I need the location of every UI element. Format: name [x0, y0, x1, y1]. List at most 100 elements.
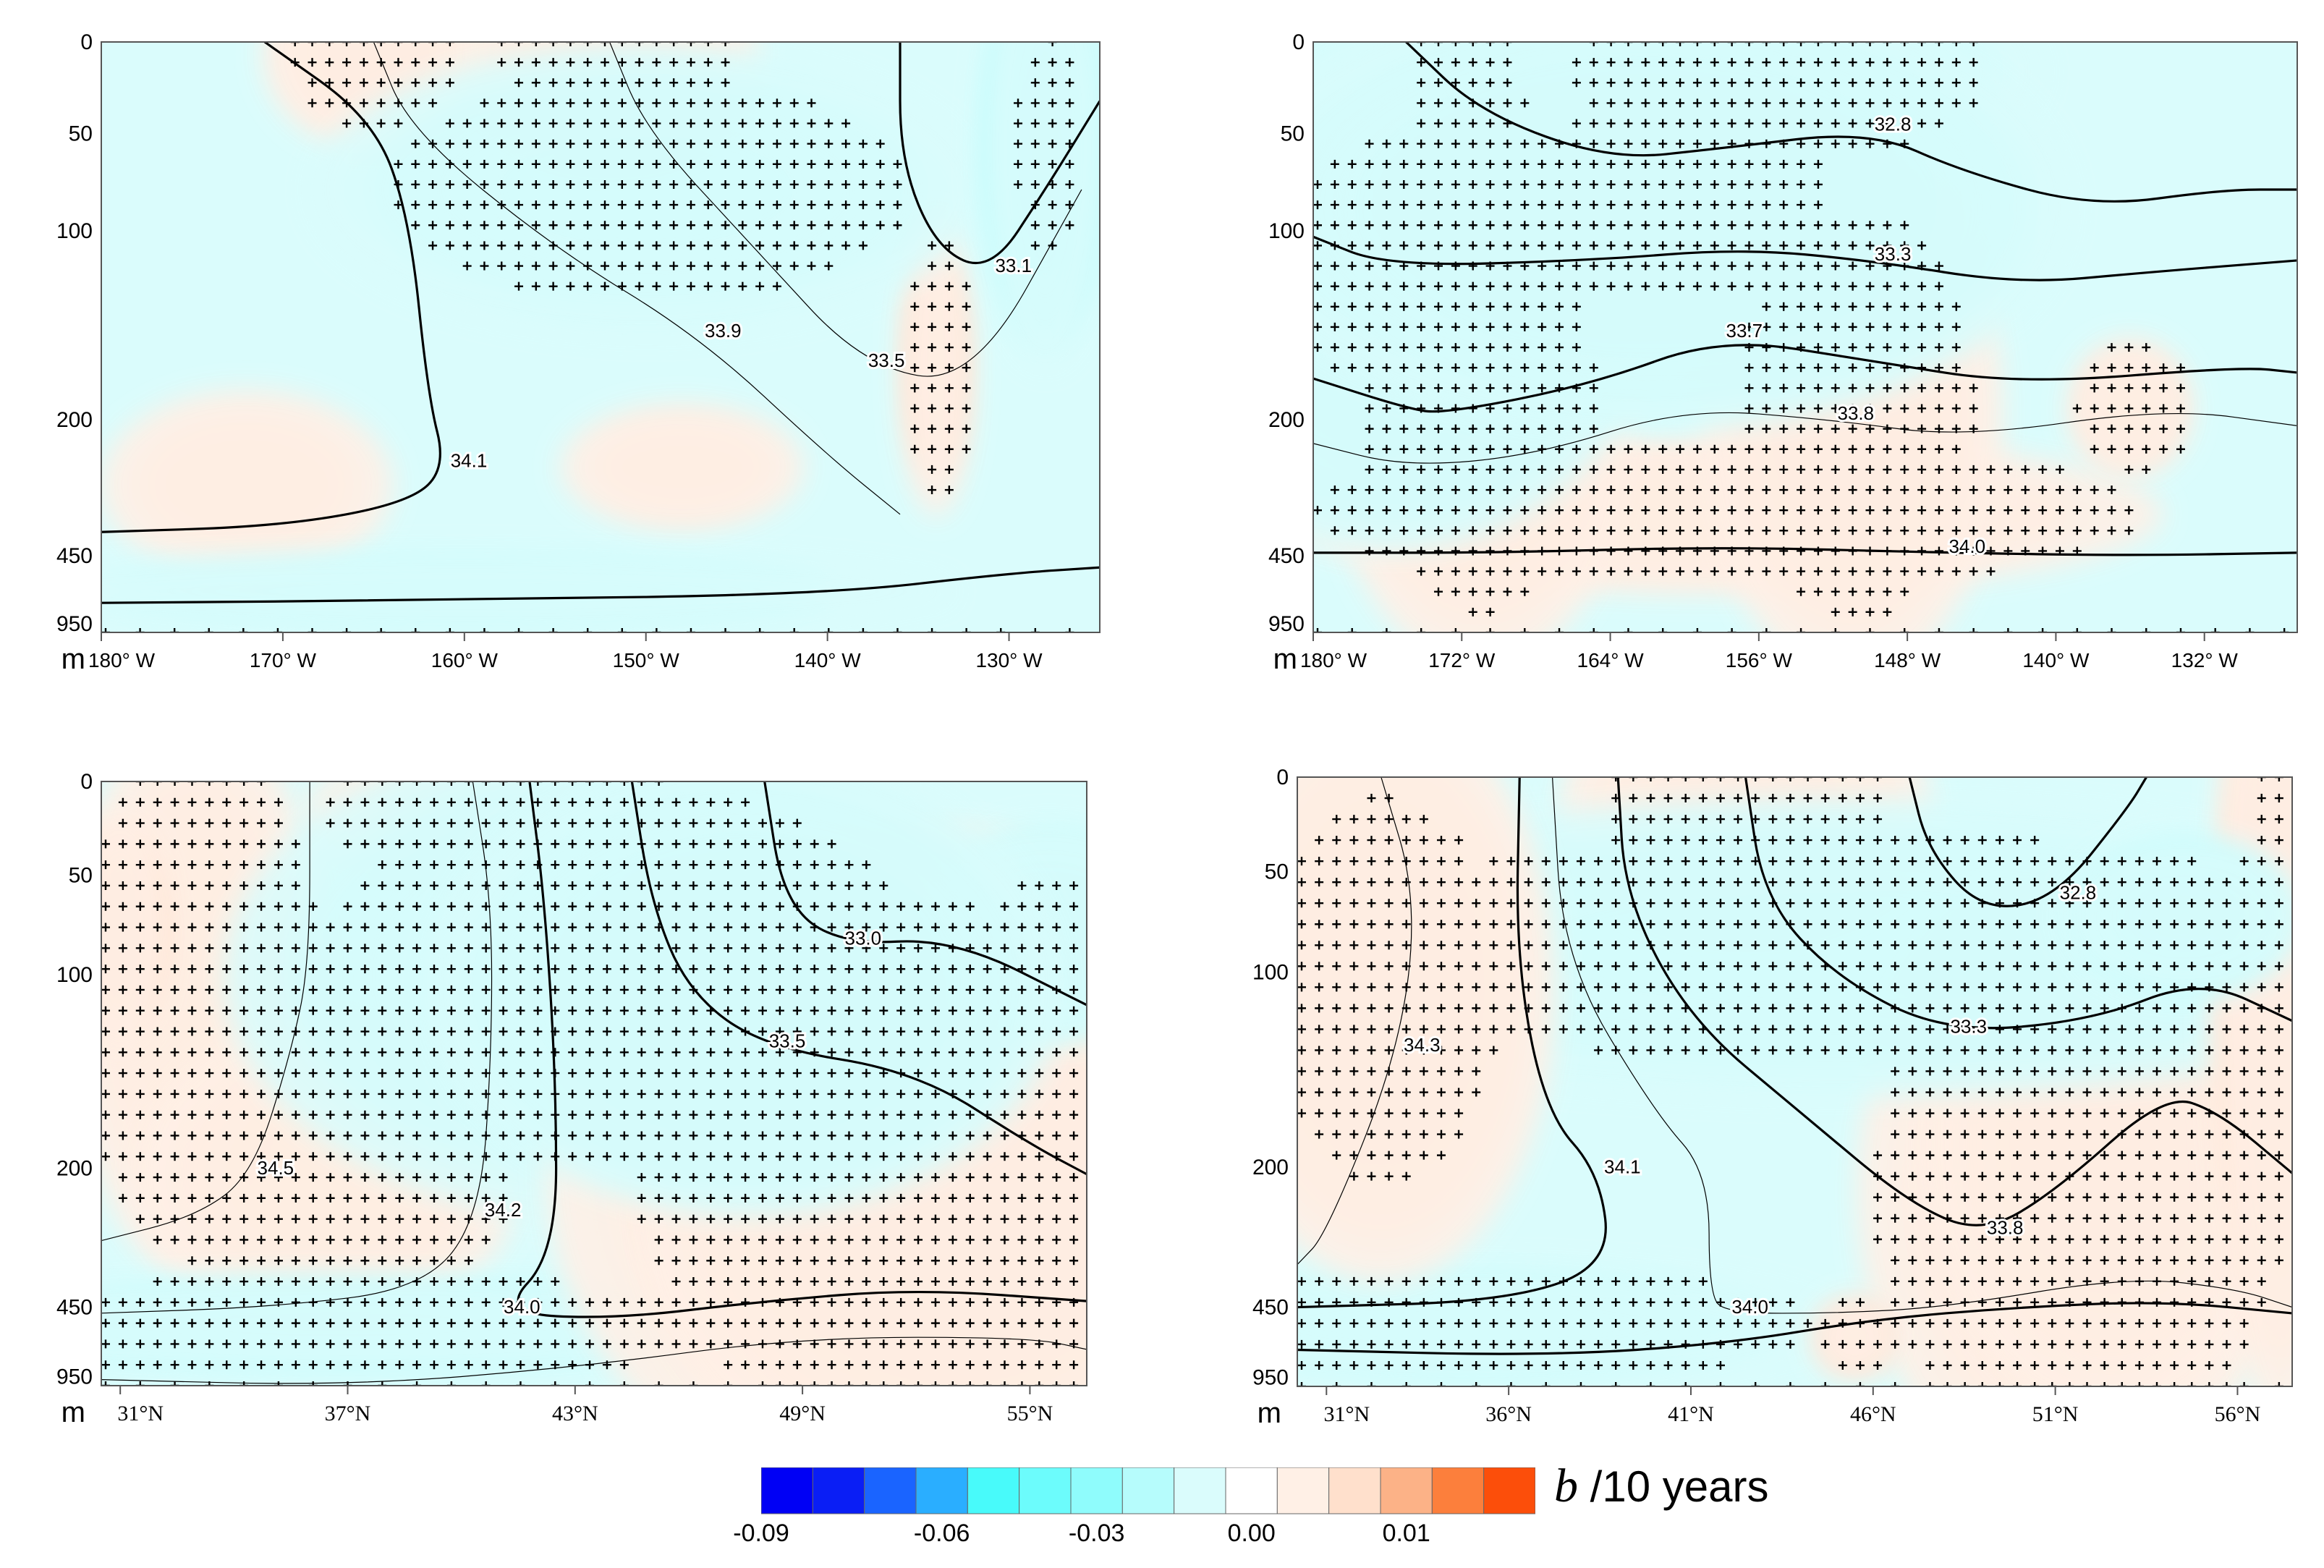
isohaline-contour [1297, 777, 1412, 1266]
isohaline-contour [101, 566, 1100, 604]
contour-label: 33.5 [769, 1030, 806, 1051]
colorbar [761, 1467, 1535, 1514]
isohaline-contour [1551, 777, 2292, 1314]
y-tick-label: 100 [56, 963, 93, 987]
x-tick-label: 140° W [2022, 649, 2090, 671]
y-tick-label: 950 [1252, 1365, 1289, 1389]
x-tick-label: 56°N [2215, 1402, 2261, 1426]
x-tick-label: 130° W [975, 649, 1043, 671]
y-tick-label: 950 [56, 1365, 93, 1389]
contour-label: 34.0 [1948, 535, 1985, 557]
depth-unit-label: m [62, 643, 85, 675]
unit-symbol: b [1554, 1459, 1578, 1512]
isohaline-contour [101, 1336, 1087, 1384]
y-tick-label: 200 [1252, 1156, 1289, 1179]
isohaline-contour [1297, 777, 1607, 1309]
x-tick-label: 41°N [1668, 1402, 1714, 1426]
colorbar-bin [812, 1467, 865, 1514]
x-tick-label: 160° W [431, 649, 499, 671]
warm-anomaly-region [101, 389, 394, 581]
warm-anomaly-region [559, 403, 805, 531]
x-tick-label: 132° W [2171, 649, 2239, 671]
cold-anomaly-region [2062, 833, 2292, 1001]
isohaline-contour [1405, 42, 2297, 203]
x-tick-label: 55°N [1007, 1402, 1053, 1425]
isohaline-contour [101, 781, 310, 1242]
isohaline-contour [1313, 235, 2297, 281]
contour-label: 32.8 [2060, 881, 2097, 903]
y-tick-label: 100 [1268, 219, 1305, 243]
colorbar-bin [967, 1467, 1020, 1514]
colorbar-bin [1070, 1467, 1123, 1514]
x-tick-label: 172° W [1428, 649, 1496, 671]
isohaline-contour [630, 781, 1087, 1176]
cold-anomaly-region [310, 44, 981, 335]
cold-anomaly-region [428, 781, 1063, 1217]
panel-svg: 34.5 34.2 34.0 33.5 33.0 0 50 100 200 450 950 31°N 3… [56, 770, 1087, 1428]
unit-suffix: /10 years [1578, 1462, 1769, 1511]
warm-anomaly-region [1297, 777, 1556, 1283]
colorbar-bin [1328, 1467, 1381, 1514]
depth-unit-label: m [62, 1397, 85, 1428]
colorbar-bin [1276, 1467, 1330, 1514]
contour-label: 33.3 [1875, 243, 1912, 265]
contour-label: 34.5 [258, 1157, 294, 1179]
contour-label: 34.1 [451, 450, 488, 472]
isohaline-contour [608, 42, 1082, 377]
colorbar-bin [1174, 1467, 1226, 1514]
y-tick-label: 950 [56, 612, 93, 636]
x-tick-label: 51°N [2032, 1402, 2079, 1426]
isohaline-contour [101, 42, 441, 533]
x-tick-label: 150° W [613, 649, 680, 671]
x-tick-label: 31°N [1323, 1402, 1370, 1426]
y-tick-label: 50 [1265, 860, 1289, 884]
warm-anomaly-region [1811, 1296, 1899, 1379]
y-tick-label: 50 [69, 863, 93, 887]
isohaline-contour [899, 42, 1100, 265]
y-tick-label: 0 [1292, 30, 1305, 54]
y-tick-label: 50 [1281, 122, 1305, 145]
x-tick-label: 49°N [779, 1402, 826, 1425]
isohaline-contour [1297, 1302, 2292, 1355]
y-tick-label: 100 [1252, 960, 1289, 984]
plot-frame [1297, 776, 2293, 1387]
colorbar-bin [1225, 1467, 1278, 1514]
contour-label: 34.0 [1731, 1296, 1768, 1318]
x-tick-label: 46°N [1850, 1402, 1896, 1426]
plot-frame [101, 781, 1087, 1386]
panel-svg: 34.3 34.1 34.0 33.8 33.3 32.8 0 50 100 200 450 950 3… [1252, 766, 2293, 1429]
colorbar-bin [1019, 1467, 1072, 1514]
y-tick-label: 200 [56, 1156, 93, 1180]
contour-label: 34.1 [1604, 1156, 1641, 1177]
x-tick-label: 148° W [1874, 649, 1941, 671]
isohaline-contour [517, 781, 1087, 1318]
x-tick-label: 37°N [325, 1402, 371, 1425]
warm-anomaly-region [101, 808, 175, 1056]
colorbar-bin [1380, 1467, 1433, 1514]
contour-label: 33.7 [1726, 320, 1763, 342]
contour-label: 34.0 [504, 1296, 540, 1318]
significance-markers [101, 42, 1074, 632]
y-tick-label: 450 [56, 1295, 93, 1319]
colorbar-tick-label: -0.06 [913, 1520, 970, 1547]
colorbar-tick-label: 0.01 [1382, 1520, 1430, 1547]
isohaline-contour [1313, 344, 2297, 413]
panel-svg: 32.8 33.3 33.7 33.8 34.0 0 50 100 200 450 950 180° … [1268, 30, 2298, 675]
depth-unit-label: m [1258, 1397, 1281, 1429]
plot-frame [101, 41, 1100, 633]
x-tick-label: 31°N [117, 1402, 164, 1425]
x-tick-label: 180° W [88, 649, 156, 671]
cold-anomaly-region [1297, 1263, 1844, 1386]
isohaline-contour [1744, 777, 2292, 1030]
cold-anomaly-region [101, 551, 955, 631]
contour-label: 33.5 [868, 349, 905, 371]
contour-label: 33.8 [1837, 402, 1874, 424]
colorbar-bin [761, 1467, 813, 1514]
x-tick-label: 170° W [250, 649, 317, 671]
y-tick-label: 100 [56, 219, 93, 243]
y-tick-label: 450 [56, 544, 93, 568]
y-tick-label: 50 [69, 122, 93, 145]
colorbar-tick-label: -0.09 [733, 1520, 789, 1547]
isohaline-contour [1313, 547, 2297, 556]
isohaline-contour [373, 42, 901, 515]
